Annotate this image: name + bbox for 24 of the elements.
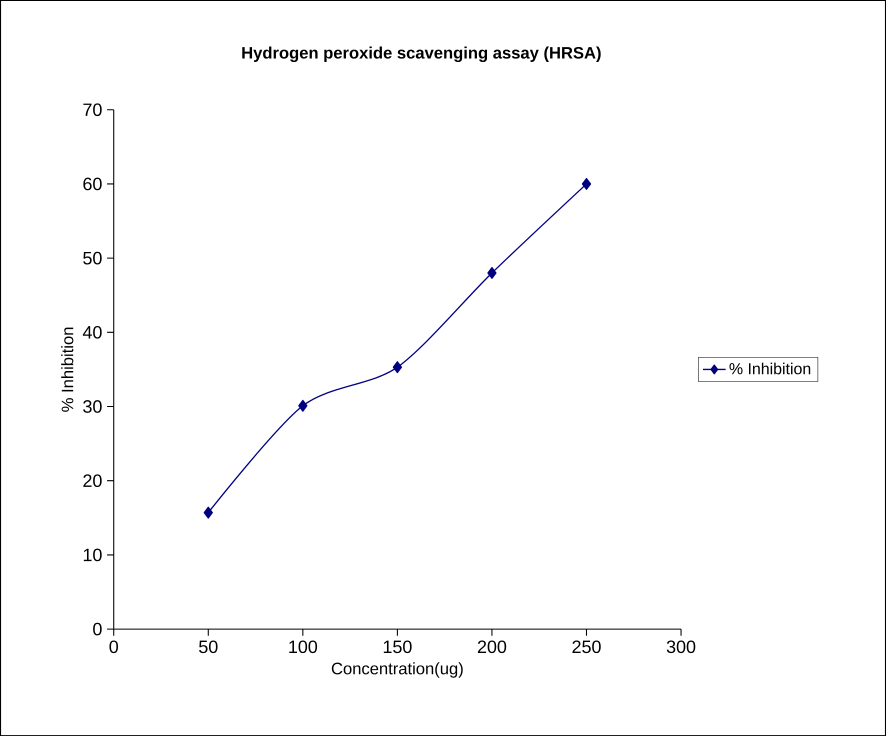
y-tick-label: 70 bbox=[83, 103, 102, 116]
x-tick-label: 300 bbox=[666, 640, 696, 654]
point bbox=[487, 266, 497, 279]
x-tick-label: 150 bbox=[384, 640, 412, 654]
y-tick-label: 50 bbox=[83, 252, 102, 264]
point bbox=[298, 400, 308, 412]
x-tick-label: 100 bbox=[289, 640, 318, 654]
y-tick-label: 20 bbox=[83, 474, 102, 487]
y-tick-label: 10 bbox=[84, 548, 102, 562]
x-tick-label: 0 bbox=[109, 640, 118, 654]
x-tick-label: 200 bbox=[478, 640, 506, 654]
y-axis-title: % Inhibition bbox=[61, 328, 74, 412]
y-tick-label: 30 bbox=[83, 400, 102, 413]
legend-label: % Inhibition bbox=[730, 362, 810, 374]
chart-title: Hydrogen peroxide scavenging assay (HRSA) bbox=[242, 46, 601, 62]
point bbox=[582, 178, 592, 190]
y-tick-label: 60 bbox=[83, 178, 102, 190]
y-tick-label: 40 bbox=[82, 326, 102, 339]
point bbox=[392, 361, 402, 374]
x-tick-label: 250 bbox=[572, 640, 601, 654]
y-tick-label: 0 bbox=[93, 622, 102, 636]
x-tick-label: 50 bbox=[199, 640, 218, 654]
x-axis-title: Concentration(ug) bbox=[332, 662, 463, 678]
point bbox=[204, 506, 213, 519]
